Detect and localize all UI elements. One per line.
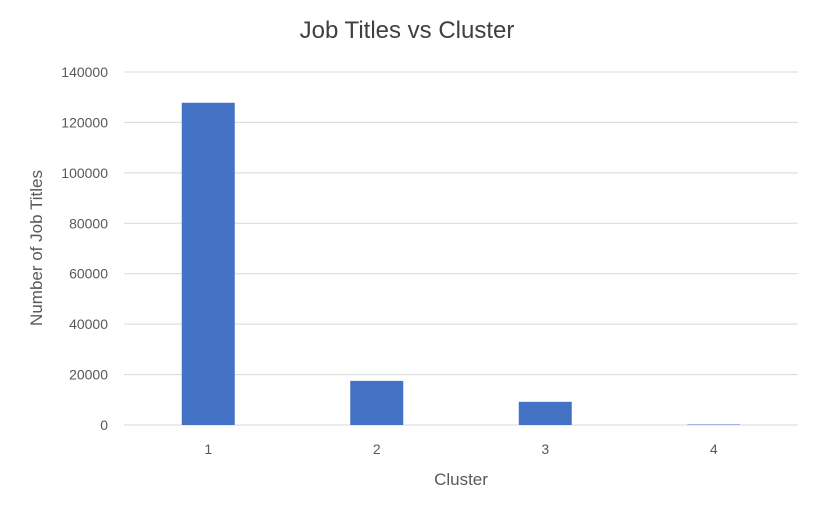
y-tick-label: 40000 — [69, 316, 108, 332]
bar-cluster-3 — [518, 401, 572, 425]
bar-cluster-4 — [687, 424, 741, 425]
x-axis-label: Cluster — [434, 470, 488, 489]
y-tick-label: 20000 — [69, 367, 108, 383]
x-tick-label: 4 — [710, 441, 718, 457]
x-tick-label: 2 — [373, 441, 381, 457]
y-tick-label: 120000 — [61, 114, 108, 130]
gridlines — [124, 71, 798, 426]
y-axis-label: Number of Job Titles — [27, 170, 46, 326]
y-tick-label: 60000 — [69, 266, 108, 282]
x-tick-label: 1 — [204, 441, 212, 457]
x-tick-label: 3 — [541, 441, 549, 457]
y-tick-label: 0 — [100, 417, 108, 433]
y-axis-ticks: 0 20000 40000 60000 80000 100000 120000 140000 — [61, 64, 108, 433]
chart-title: Job Titles vs Cluster — [300, 17, 515, 44]
bar-cluster-2 — [350, 380, 404, 425]
bars — [181, 102, 741, 426]
y-tick-label: 100000 — [61, 165, 108, 181]
x-axis-ticks: 1 2 3 4 — [204, 441, 718, 457]
y-tick-label: 80000 — [69, 215, 108, 231]
y-tick-label: 140000 — [61, 64, 108, 80]
bar-cluster-1 — [181, 102, 235, 426]
